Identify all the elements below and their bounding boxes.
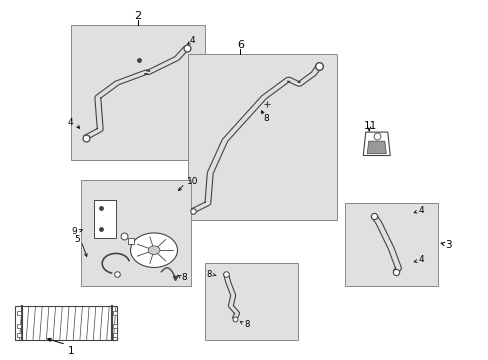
Text: 4: 4	[418, 256, 424, 264]
Text: 4: 4	[189, 36, 195, 45]
Bar	[205, 263, 298, 340]
Text: 1: 1	[67, 346, 74, 356]
Bar	[188, 54, 337, 220]
Bar	[344, 203, 437, 286]
Bar	[94, 200, 116, 238]
Polygon shape	[363, 132, 389, 156]
Text: 10: 10	[186, 177, 198, 186]
Circle shape	[130, 233, 177, 267]
Text: 8: 8	[263, 114, 269, 123]
Text: 3: 3	[444, 240, 451, 250]
Text: 8: 8	[244, 320, 249, 329]
Polygon shape	[366, 141, 386, 154]
Bar	[81, 180, 190, 286]
Text: 4: 4	[418, 206, 424, 215]
Text: 8: 8	[206, 270, 211, 279]
Bar	[71, 25, 205, 160]
Text: 8: 8	[181, 273, 186, 282]
Text: 4: 4	[67, 118, 73, 127]
Text: 5: 5	[74, 235, 80, 244]
Text: 9: 9	[71, 227, 77, 236]
Text: 11: 11	[364, 121, 377, 131]
Text: 2: 2	[134, 11, 142, 21]
Circle shape	[148, 246, 160, 255]
Bar	[15, 306, 117, 340]
Text: 6: 6	[237, 40, 244, 50]
